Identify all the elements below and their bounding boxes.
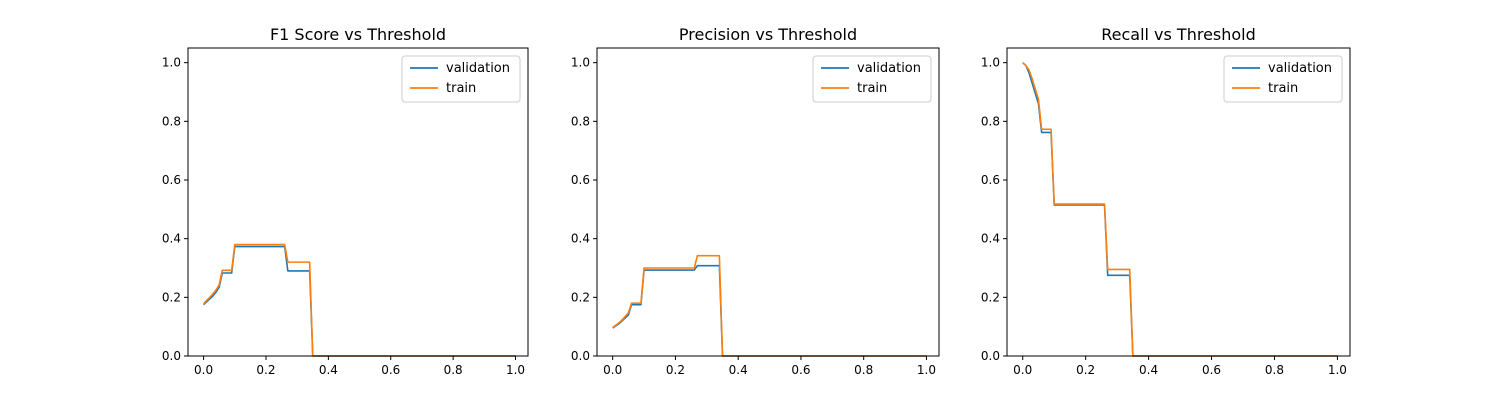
legend-label-validation: validation <box>857 61 921 76</box>
x-tick-label: 0.6 <box>1202 363 1221 377</box>
x-tick-label: 0.8 <box>1265 363 1284 377</box>
x-tick-label: 0.4 <box>319 363 338 377</box>
legend-label-validation: validation <box>446 61 510 76</box>
series-line-train <box>203 243 516 357</box>
legend-label-train: train <box>857 81 887 96</box>
x-tick-label: 0.6 <box>381 363 400 377</box>
x-tick-label: 1.0 <box>506 363 525 377</box>
x-tick-label: 1.0 <box>1328 363 1347 377</box>
chart-panel-1: F1 Score vs Threshold 0.0 0.2 0.4 0.6 0.8 1.0 0… <box>162 25 529 377</box>
x-tick-label: 0.6 <box>791 363 810 377</box>
y-tick-label: 0.0 <box>162 349 181 363</box>
x-tick-label: 0.2 <box>1076 363 1095 377</box>
chart-title: Recall vs Threshold <box>1101 25 1256 44</box>
axes-frame <box>1006 47 1351 357</box>
legend: validation train <box>812 55 932 103</box>
legend: validation train <box>401 55 521 103</box>
y-tick-label: 0.6 <box>162 173 181 187</box>
axes-frame <box>596 47 940 357</box>
legend: validation train <box>1223 55 1343 103</box>
y-tick-label: 0.2 <box>571 290 590 304</box>
chart-panel-3: Recall vs Threshold 0.0 0.2 0.4 0.6 0.8 1.0 0.0… <box>981 25 1351 377</box>
y-tick-label: 0.4 <box>981 232 1000 246</box>
y-tick-label: 0.2 <box>981 290 1000 304</box>
x-tick-label: 0.2 <box>666 363 685 377</box>
y-tick-label: 0.6 <box>571 173 590 187</box>
y-tick-label: 1.0 <box>981 56 1000 70</box>
x-tick-label: 0.4 <box>1139 363 1158 377</box>
y-tick-label: 0.2 <box>162 290 181 304</box>
y-tick-label: 0.8 <box>162 114 181 128</box>
chart-panel-2: Precision vs Threshold 0.0 0.2 0.4 0.6 0.8 1.0… <box>571 25 940 377</box>
series-line-validation <box>612 264 927 357</box>
chart-title: F1 Score vs Threshold <box>270 25 446 44</box>
legend-label-train: train <box>1268 81 1298 96</box>
y-tick-label: 1.0 <box>162 56 181 70</box>
x-tick-label: 0.2 <box>256 363 275 377</box>
series-line-train <box>1022 62 1338 357</box>
x-tick-label: 0.0 <box>194 363 213 377</box>
y-tick-label: 0.0 <box>571 349 590 363</box>
y-tick-label: 0.0 <box>981 349 1000 363</box>
axes-frame <box>187 47 529 357</box>
legend-label-train: train <box>446 81 476 96</box>
x-tick-label: 1.0 <box>917 363 936 377</box>
x-tick-label: 0.0 <box>603 363 622 377</box>
y-tick-label: 0.4 <box>571 232 590 246</box>
x-tick-label: 0.8 <box>854 363 873 377</box>
y-tick-label: 0.8 <box>981 114 1000 128</box>
y-tick-label: 0.8 <box>571 114 590 128</box>
chart-title: Precision vs Threshold <box>679 25 857 44</box>
y-tick-label: 1.0 <box>571 56 590 70</box>
series-line-validation <box>1022 62 1338 357</box>
x-tick-label: 0.4 <box>729 363 748 377</box>
y-tick-label: 0.4 <box>162 232 181 246</box>
y-tick-label: 0.6 <box>981 173 1000 187</box>
series-line-train <box>612 254 927 357</box>
legend-label-validation: validation <box>1268 61 1332 76</box>
x-tick-label: 0.0 <box>1013 363 1032 377</box>
series-line-validation <box>203 245 516 357</box>
x-tick-label: 0.8 <box>444 363 463 377</box>
